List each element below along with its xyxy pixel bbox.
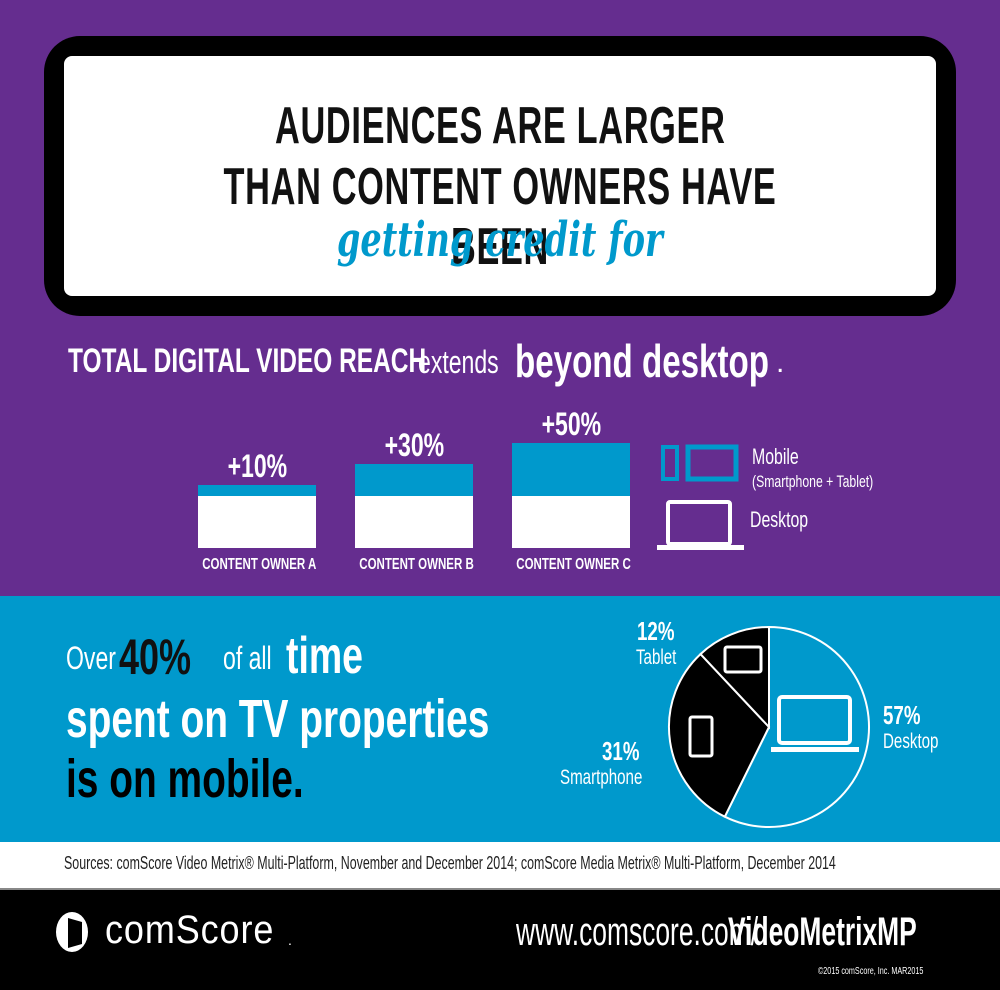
bar-c-label: CONTENT OWNER C xyxy=(516,556,631,573)
bar-content-owner-b xyxy=(355,464,473,548)
subheading-part-3: beyond desktop xyxy=(515,335,769,387)
pie-smartphone-icon xyxy=(688,715,714,758)
bar-c-pct: +50% xyxy=(541,406,601,442)
comscore-logo-icon xyxy=(56,912,88,952)
mobile-stat-line-2: spent on TV properties xyxy=(66,689,490,749)
sources-text: Sources: comScore Video Metrix® Multi-Pl… xyxy=(64,853,836,873)
legend-mobile-sub: (Smartphone + Tablet) xyxy=(752,472,874,491)
pie-slice-tablet xyxy=(699,625,770,730)
stat-time: time xyxy=(286,627,363,685)
bar-b-mobile-segment xyxy=(355,464,473,496)
legend-desktop-label: Desktop xyxy=(750,507,809,532)
bar-b-label: CONTENT OWNER B xyxy=(359,556,474,573)
bar-a-mobile-segment xyxy=(198,485,316,496)
stat-of-all: of all xyxy=(223,640,272,676)
headline-line-2: THAN CONTENT OWNERS HAVE BEEN xyxy=(223,158,777,276)
subheading-period: . xyxy=(776,346,785,379)
footer-url-link[interactable]: www.comscore.com/ VideoMetrixMP xyxy=(516,910,917,954)
legend-mobile-label: Mobile xyxy=(752,444,799,469)
bar-content-owner-c xyxy=(512,443,630,548)
headline-box xyxy=(64,56,936,296)
legend-icons xyxy=(657,444,744,550)
footer-bar xyxy=(0,890,1000,990)
bar-b-pct: +30% xyxy=(384,427,444,463)
mobile-stat-line-3: is on mobile. xyxy=(66,749,304,809)
laptop-icon xyxy=(657,500,744,550)
stat-over: Over xyxy=(66,640,116,676)
bar-content-owner-a xyxy=(198,485,316,548)
pie-slice-smartphone xyxy=(667,652,771,819)
pie-tablet-label: Tablet xyxy=(636,646,677,669)
pie-laptop-icon xyxy=(771,695,859,752)
pie-slice-desktop xyxy=(723,625,870,828)
subheading-part-1: TOTAL DIGITAL VIDEO REACH xyxy=(68,342,427,380)
headline-line-3: getting credit for xyxy=(337,212,663,268)
comscore-brand: comScore. xyxy=(105,908,293,952)
pie-tablet-pct: 12% xyxy=(637,616,675,646)
tablet-icon xyxy=(685,444,739,482)
sources-bar xyxy=(0,842,1000,890)
subheading: TOTAL DIGITAL VIDEO REACH extends beyond d… xyxy=(68,335,784,387)
pie-chart xyxy=(667,625,870,828)
bar-a-pct: +10% xyxy=(227,448,287,484)
pie-desktop-label: Desktop xyxy=(883,730,939,753)
smartphone-icon xyxy=(661,445,679,481)
mobile-stat-line-1: Over 40% of all time xyxy=(66,627,363,685)
pie-tablet-icon xyxy=(723,645,763,674)
pie-smartphone-label: Smartphone xyxy=(560,766,643,789)
bar-c-mobile-segment xyxy=(512,443,630,496)
stat-pct: 40% xyxy=(119,629,192,685)
subheading-part-2: extends xyxy=(418,344,499,380)
copyright: ©2015 comScore, Inc. MAR2015 xyxy=(818,966,924,977)
pie-desktop-pct: 57% xyxy=(883,700,921,730)
pie-smartphone-pct: 31% xyxy=(602,736,640,766)
bar-a-label: CONTENT OWNER A xyxy=(202,556,317,573)
headline-line-1: AUDIENCES ARE LARGER xyxy=(274,97,726,155)
